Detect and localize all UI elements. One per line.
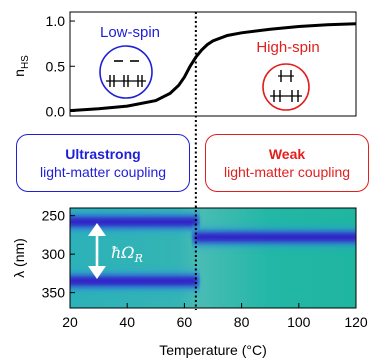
high-spin-label: High-spin [256,39,319,56]
x-tick-label: 40 [119,314,135,330]
heatmap-x-label: Temperature (°C) [159,342,267,358]
spin-transition-plot: 0.0 0.5 1.0 nHS Low-spin High-spin [11,11,357,119]
plot-frame [69,11,357,117]
rabi-splitting-arrow [88,223,106,279]
ultrastrong-sublabel: light-matter coupling [39,164,167,180]
y-tick-label: 250 [42,208,66,224]
ultrastrong-label: Ultrastrong [65,146,141,162]
x-tick-label: 100 [287,314,311,330]
heatmap-ticks: 250 300 350 20 40 60 80 100 120 [42,208,368,330]
weak-sublabel: light-matter coupling [223,164,351,180]
heatmap-y-label: λ (nm) [11,238,27,278]
x-tick-label: 20 [62,314,78,330]
x-tick-label: 60 [177,314,193,330]
y-tick-label: 0.0 [46,103,66,119]
polariton-bands [70,212,356,291]
weak-label: Weak [268,146,306,162]
band-core [193,232,356,242]
absorption-heatmap: 250 300 350 20 40 60 80 100 120 λ (nm) Temperatu… [11,207,368,358]
band-core [70,217,198,227]
y-tick-label: 300 [42,246,66,262]
x-tick-label: 80 [234,314,250,330]
band-core [70,276,198,286]
y-tick-label: 1.0 [46,13,66,29]
low-spin-orbital-icon [99,45,153,99]
high-spin-orbital-icon [262,63,310,111]
ultrastrong-coupling-box: Ultrastrong light-matter coupling [16,134,190,192]
y-tick-label: 0.5 [46,58,66,74]
nhs-curve [69,22,357,113]
y-ticks: 0.0 0.5 1.0 [46,13,75,119]
y-tick-label: 350 [42,285,66,301]
weak-coupling-box: Weak light-matter coupling [205,134,369,192]
heatmap-frame [69,207,357,309]
low-spin-label: Low-spin [100,24,160,41]
x-tick-label: 120 [344,314,368,330]
y-axis-label: nHS [11,55,31,77]
